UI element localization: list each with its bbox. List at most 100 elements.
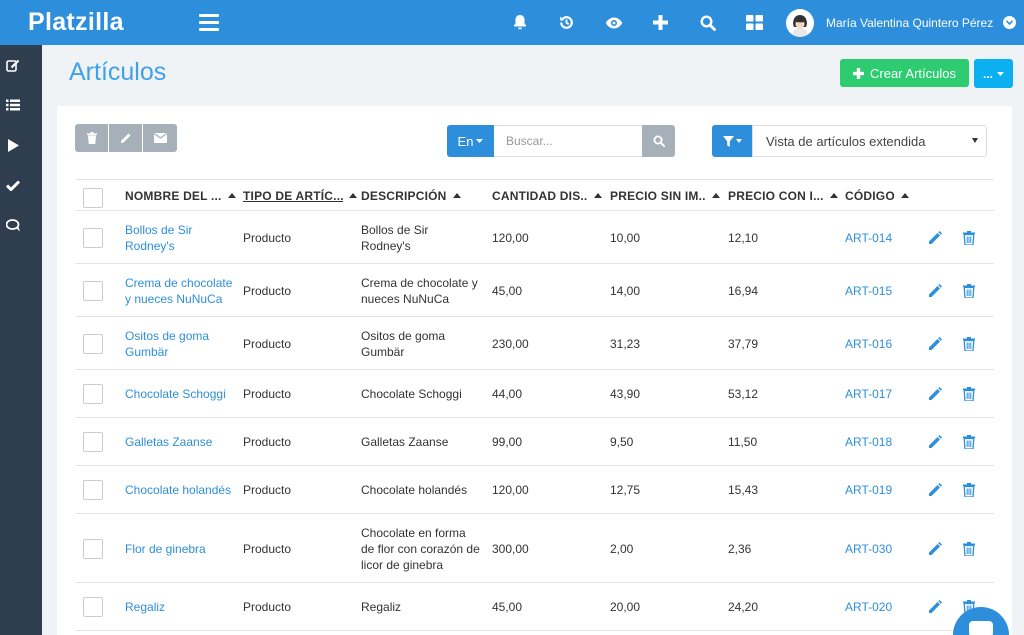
pencil-icon[interactable] (927, 541, 943, 557)
table-row: Flor de ginebra Producto Chocolate en form… (75, 514, 994, 583)
trash-icon[interactable] (961, 386, 977, 402)
article-code-link[interactable]: ART-018 (845, 435, 893, 449)
article-name-link[interactable]: Flor de ginebra (125, 542, 206, 556)
plus-icon[interactable] (637, 0, 684, 45)
row-checkbox[interactable] (83, 384, 103, 404)
trash-icon[interactable] (961, 336, 977, 352)
trash-icon[interactable] (961, 434, 977, 450)
article-code-link[interactable]: ART-015 (845, 284, 893, 298)
language-select-button[interactable]: En (447, 125, 494, 157)
article-quantity: 120,00 (492, 231, 529, 245)
article-code-link[interactable]: ART-020 (845, 600, 893, 614)
article-name-link[interactable]: Regaliz (125, 600, 166, 614)
article-description: Bollos de Sir Rodney's (361, 223, 429, 253)
article-name-link[interactable]: Galletas Zaanse (125, 435, 213, 449)
pencil-icon[interactable] (927, 230, 943, 246)
row-checkbox[interactable] (83, 432, 103, 452)
articles-table: NOMBRE DEL ... TIPO DE ARTÍC... DESCRIPC… (75, 179, 994, 631)
header-icons (496, 0, 778, 45)
article-price-with-tax: 15,43 (728, 483, 759, 497)
article-price-with-tax: 24,20 (728, 600, 759, 614)
more-actions-button[interactable]: ... (974, 59, 1013, 88)
row-checkbox[interactable] (83, 480, 103, 500)
eye-icon[interactable] (590, 0, 637, 45)
article-code-link[interactable]: ART-019 (845, 483, 893, 497)
article-type: Producto (243, 231, 292, 245)
pencil-icon (120, 133, 130, 143)
row-checkbox[interactable] (83, 228, 103, 248)
table-row: Ositos de goma Gumbär Producto Ositos de g… (75, 317, 994, 370)
caret-down-icon (997, 71, 1004, 76)
envelope-icon (153, 133, 167, 143)
pencil-icon[interactable] (927, 386, 943, 402)
pencil-icon[interactable] (927, 434, 943, 450)
play-icon[interactable] (0, 125, 26, 165)
column-header-type[interactable]: TIPO DE ARTÍC... (243, 180, 357, 211)
search-input[interactable] (494, 125, 643, 157)
search-button[interactable] (642, 125, 675, 157)
column-header-quantity[interactable]: CANTIDAD DIS... (492, 180, 602, 211)
article-type: Producto (243, 483, 292, 497)
article-description: Galletas Zaanse (361, 435, 449, 449)
row-checkbox[interactable] (83, 334, 103, 354)
column-header-description[interactable]: DESCRIPCIÓN (361, 180, 481, 211)
create-article-label: Crear Artículos (870, 65, 956, 81)
trash-icon[interactable] (961, 230, 977, 246)
pencil-icon[interactable] (927, 336, 943, 352)
article-type: Producto (243, 284, 292, 298)
table-header: NOMBRE DEL ... TIPO DE ARTÍC... DESCRIPC… (75, 179, 994, 211)
trash-icon[interactable] (961, 541, 977, 557)
article-code-link[interactable]: ART-030 (845, 542, 893, 556)
check-icon[interactable] (0, 165, 26, 205)
article-quantity: 45,00 (492, 600, 523, 614)
article-type: Producto (243, 542, 292, 556)
chat-icon[interactable] (0, 205, 26, 245)
brand-logo[interactable]: Platzilla (28, 8, 124, 36)
row-checkbox[interactable] (83, 597, 103, 617)
pencil-icon[interactable] (927, 283, 943, 299)
article-name-link[interactable]: Chocolate Schoggi (125, 387, 226, 401)
article-price-without-tax: 14,00 (610, 284, 641, 298)
row-checkbox[interactable] (83, 539, 103, 559)
bulk-edit-button[interactable] (109, 124, 142, 152)
article-name-link[interactable]: Bollos de Sir Rodney's (125, 223, 193, 253)
view-select[interactable]: Vista de artículos extendida (752, 125, 987, 157)
column-header-code[interactable]: CÓDIGO (845, 180, 915, 211)
article-name-link[interactable]: Chocolate holandés (125, 483, 232, 497)
trash-icon[interactable] (961, 482, 977, 498)
edit-icon[interactable] (0, 45, 26, 85)
table-row: Chocolate holandés Producto Chocolate hola… (75, 466, 994, 514)
column-header-price-without-tax[interactable]: PRECIO SIN IM... (610, 180, 720, 211)
user-menu[interactable]: María Valentina Quintero Pérez (786, 0, 1017, 45)
bulk-delete-button[interactable] (75, 124, 108, 152)
filter-button[interactable] (712, 125, 752, 157)
grid-icon[interactable] (731, 0, 778, 45)
article-price-without-tax: 10,00 (610, 231, 641, 245)
article-type: Producto (243, 600, 292, 614)
row-checkbox[interactable] (83, 281, 103, 301)
pencil-icon[interactable] (927, 482, 943, 498)
column-header-price-with-tax[interactable]: PRECIO CON I... (728, 180, 838, 211)
bell-icon[interactable] (496, 0, 543, 45)
bulk-email-button[interactable] (143, 124, 177, 152)
list-icon[interactable] (0, 85, 26, 125)
article-quantity: 99,00 (492, 435, 523, 449)
sidebar (0, 45, 42, 635)
article-code-link[interactable]: ART-016 (845, 337, 893, 351)
article-name-link[interactable]: Ositos de goma Gumbär (125, 329, 210, 359)
avatar (786, 8, 814, 37)
article-name-link[interactable]: Crema de chocolate y nueces NuNuCa (125, 276, 233, 306)
select-all-checkbox[interactable] (83, 188, 103, 208)
article-code-link[interactable]: ART-017 (845, 387, 893, 401)
article-quantity: 120,00 (492, 483, 529, 497)
pencil-icon[interactable] (927, 599, 943, 615)
trash-icon[interactable] (961, 283, 977, 299)
menu-toggle-icon[interactable] (199, 14, 219, 31)
search-icon[interactable] (684, 0, 731, 45)
column-header-name[interactable]: NOMBRE DEL ... (125, 180, 241, 211)
article-quantity: 300,00 (492, 542, 529, 556)
article-description: Chocolate holandés (361, 483, 468, 497)
create-article-button[interactable]: Crear Artículos (840, 59, 969, 87)
history-icon[interactable] (543, 0, 590, 45)
article-code-link[interactable]: ART-014 (845, 231, 893, 245)
